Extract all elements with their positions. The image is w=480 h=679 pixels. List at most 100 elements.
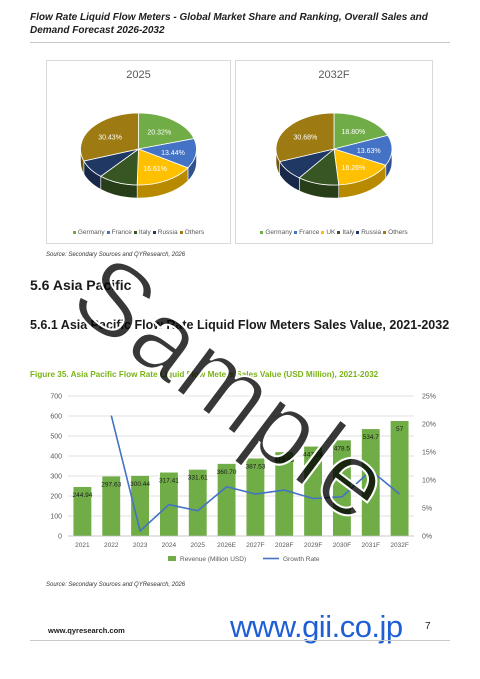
legend-entry-russia: Russia — [152, 229, 178, 236]
pie-title-2025: 2025 — [126, 69, 151, 81]
gii-logo-text: www.gii.co.jp — [230, 609, 403, 644]
pie-title-2032f: 2032F — [318, 69, 350, 81]
figure-title: Figure 35. Asia Pacific Flow Rate Liquid… — [30, 370, 379, 379]
header-divider — [30, 42, 450, 43]
bar-value-label: 419.33 — [274, 457, 294, 464]
page-header-title: Flow Rate Liquid Flow Meters - Global Ma… — [30, 12, 428, 36]
y-right-tick: 15% — [422, 450, 436, 457]
legend-entry-germany: Germany — [72, 229, 105, 236]
y-left-tick: 100 — [50, 514, 62, 521]
legend-swatch — [133, 230, 137, 234]
legend-entry-russia: Russia — [356, 229, 381, 236]
footer-divider — [30, 640, 450, 641]
bar-2032f — [390, 421, 409, 536]
legend-label-revenue: Revenue (Million USD) — [180, 556, 246, 563]
footer-url[interactable]: www.qyresearch.com — [48, 626, 125, 635]
pie-chart-2025: 2025 20.32% 13.44% 16.61% 30.43% Germany Fra… — [46, 60, 231, 244]
bar-value-label: 297.63 — [101, 481, 121, 488]
bar-value-label: 360.70 — [217, 469, 237, 476]
legend-entry-france: France — [294, 229, 319, 236]
x-tick: 2027F — [246, 542, 264, 549]
y-left-tick: 500 — [50, 434, 62, 441]
subsection-heading: 5.6.1 Asia Pacific Flow Rate Liquid Flow… — [30, 318, 450, 332]
bar-2030f — [332, 440, 351, 536]
legend-entry-others: Others — [179, 229, 204, 236]
pie-slice-label: 30.68% — [294, 135, 318, 142]
bar-source-note: Source: Secondary Sources and QYResearch… — [46, 582, 186, 588]
y-left-tick: 200 — [50, 494, 62, 501]
bar-2022 — [102, 476, 121, 536]
y-right-tick: 25% — [422, 394, 436, 401]
page-number: 7 — [425, 621, 431, 632]
legend-label-growth: Growth Rate — [283, 556, 320, 563]
bar-value-label: 447.24 — [303, 452, 323, 459]
x-tick: 2023 — [133, 542, 148, 549]
pie-slice-label: 20.32% — [147, 130, 171, 137]
y-right-tick: 10% — [422, 478, 436, 485]
legend-swatch — [321, 230, 325, 234]
legend-swatch — [294, 230, 298, 234]
pie-legend-2032f: Germany France UK Italy Russia Others — [236, 229, 432, 236]
legend-entry-others: Others — [383, 229, 408, 236]
legend-swatch — [72, 230, 76, 234]
legend-swatch — [383, 230, 387, 234]
legend-swatch-revenue — [168, 556, 176, 561]
pie-slice-germany — [138, 112, 195, 150]
x-tick: 2026E — [217, 542, 236, 549]
section-heading: 5.6 Asia Pacific — [30, 277, 132, 293]
bar-2026e — [217, 463, 236, 536]
pie-slice-label: 16.61% — [143, 166, 167, 173]
y-left-tick: 0 — [58, 534, 62, 541]
legend-swatch — [337, 230, 341, 234]
legend-swatch — [106, 230, 110, 234]
x-tick: 2032F — [390, 542, 408, 549]
y-right-tick: 0% — [422, 534, 432, 541]
x-tick: 2028F — [275, 542, 293, 549]
x-tick: 2031F — [362, 542, 380, 549]
bar-value-label: 244.94 — [72, 492, 92, 499]
y-left-tick: 600 — [50, 414, 62, 421]
legend-swatch — [356, 230, 360, 234]
legend-swatch — [260, 230, 264, 234]
legend-entry-france: France — [106, 229, 132, 236]
x-tick: 2025 — [191, 542, 206, 549]
pie-slice-label: 16.26% — [342, 165, 366, 172]
pie-slice-others — [80, 112, 139, 162]
pie-legend-2025: Germany France Italy Russia Others — [47, 229, 230, 236]
y-left-tick: 300 — [50, 474, 62, 481]
pie-slice-label: 13.44% — [161, 150, 185, 157]
pie-2032f-svg: 18.80% 13.63% 16.26% 30.68% — [275, 112, 393, 199]
bar-2029f — [304, 446, 323, 536]
x-tick: 2022 — [104, 542, 119, 549]
bar-value-label: 300.44 — [130, 481, 150, 488]
pie-slice-uk — [333, 148, 387, 186]
x-tick: 2024 — [162, 542, 177, 549]
pie-2025-svg: 20.32% 13.44% 16.61% 30.43% — [80, 112, 197, 199]
bar-value-label: 57 — [396, 426, 404, 433]
bar-2028f — [275, 452, 294, 536]
y-left-tick: 700 — [50, 394, 62, 401]
y-left-tick: 400 — [50, 454, 62, 461]
x-tick: 2029F — [304, 542, 322, 549]
bar-value-label: 331.61 — [188, 475, 208, 482]
bar-2031f — [361, 429, 380, 536]
bar-value-label: 478.5 — [334, 445, 351, 452]
legend-entry-italy: Italy — [133, 229, 151, 236]
revenue-growth-chart: 0 100 200 300 400 500 600 700 0% 5% 10% 15% 20% 25% 24… — [50, 394, 436, 564]
bar-value-label: 387.53 — [245, 463, 265, 470]
bar-2027f — [246, 458, 265, 536]
pie-slice-others — [275, 112, 335, 163]
pie-slice-germany — [333, 112, 389, 150]
legend-entry-germany: Germany — [260, 229, 292, 236]
pie-slice-label: 18.80% — [342, 129, 366, 136]
growth-rate-line — [110, 415, 401, 533]
pie-source-note: Source: Secondary Sources and QYResearch… — [46, 252, 186, 258]
pie-slice-label: 13.63% — [357, 148, 381, 155]
pie-slice-label: 30.43% — [98, 135, 122, 142]
bar-2023 — [131, 475, 150, 536]
x-tick: 2021 — [75, 542, 90, 549]
pie-slice-uk — [136, 148, 189, 186]
legend-swatch — [179, 230, 183, 234]
bar-value-label: 317.41 — [159, 478, 179, 485]
x-tick: 2030F — [333, 542, 351, 549]
